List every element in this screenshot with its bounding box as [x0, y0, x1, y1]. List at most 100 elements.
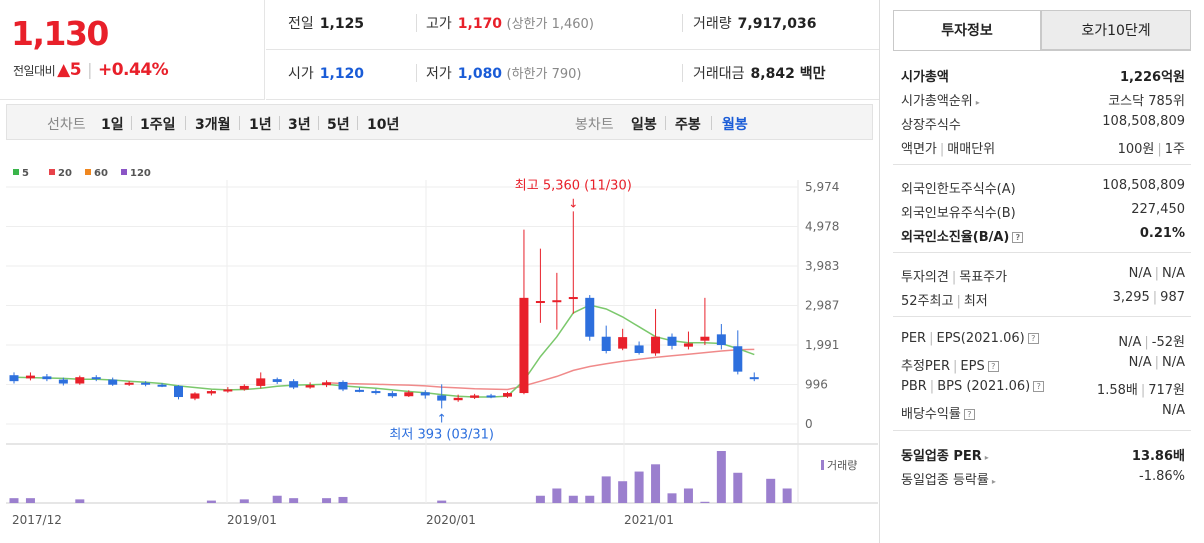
help-icon: ?	[1033, 381, 1045, 392]
candle-body	[601, 336, 611, 352]
candle-body	[206, 391, 216, 394]
candle-body	[371, 391, 381, 394]
candle-body	[404, 392, 414, 397]
candle-body	[651, 336, 661, 354]
chevron-right-icon: ▸	[984, 453, 989, 462]
candle-body	[749, 377, 759, 380]
volume-bar	[733, 472, 743, 503]
candle-body	[338, 381, 348, 390]
volume-bar	[9, 498, 19, 503]
volume-bar	[601, 476, 611, 503]
candle-body	[387, 393, 397, 397]
candle-body	[683, 343, 693, 347]
legend-swatch	[13, 169, 19, 175]
chevron-right-icon: ▸	[975, 98, 980, 107]
volume-bar	[338, 496, 348, 503]
min-annotation: 최저 393 (03/31)	[389, 427, 494, 442]
volume-bar	[289, 498, 299, 503]
candle-body	[453, 397, 463, 401]
candle-body	[552, 300, 562, 303]
volume-bar	[782, 488, 792, 503]
tab-3m[interactable]: 3개월	[195, 117, 231, 133]
candle-body	[322, 382, 332, 386]
candle-body	[618, 337, 628, 349]
chevron-right-icon: ▸	[991, 477, 996, 486]
candle-body	[470, 395, 480, 398]
volume-bar	[634, 471, 644, 503]
tab-5y[interactable]: 5년	[327, 117, 350, 133]
candle-body	[305, 385, 315, 388]
candle-body	[190, 393, 200, 399]
line-chart-label: 선차트	[47, 117, 86, 133]
candle-body	[519, 297, 529, 394]
candle-body	[503, 393, 512, 397]
candle-body	[420, 392, 430, 396]
ma5-line	[13, 304, 755, 398]
candle-body	[700, 336, 710, 341]
candle-body	[91, 377, 101, 380]
candle-body	[174, 385, 183, 398]
legend-swatch	[121, 169, 127, 175]
candle-body	[667, 336, 677, 346]
y-tick-label: 5,974	[805, 180, 839, 194]
candle-body	[585, 297, 595, 337]
prev-close: 전일 1,125	[288, 16, 365, 32]
legend-label: 20	[58, 168, 72, 179]
legend-swatch	[49, 169, 55, 175]
help-icon: ?	[963, 409, 975, 420]
volume-bar	[239, 499, 249, 503]
max-arrow-icon: ↓	[568, 196, 578, 210]
x-tick-label: 2019/01	[227, 513, 277, 527]
volume-bar	[272, 495, 282, 503]
candle-chart-label: 봉차트	[575, 117, 614, 133]
y-tick-label: 996	[805, 378, 828, 392]
low-price: 저가 1,080 (하한가 790)	[426, 66, 582, 82]
candle-body	[634, 345, 644, 353]
max-annotation: 최고 5,360 (11/30)	[515, 178, 632, 193]
candle-body	[437, 395, 447, 401]
stock-chart: 5,974 4,978 3,983 2,987 1,991 996 0 2017/12 2019…	[6, 168, 878, 527]
candle-body	[141, 382, 151, 385]
y-tick-label: 2,987	[805, 299, 839, 313]
tab-monthly[interactable]: 월봉	[722, 117, 748, 133]
candle-body	[25, 375, 35, 379]
candle-body	[108, 379, 118, 385]
investment-info-panel: 투자정보 호가10단계 시가총액 1,226억원 시가총액순위 ▸ 코스닥 785위 …	[879, 0, 1204, 543]
y-tick-label: 4,978	[805, 220, 839, 234]
volume-bar	[206, 500, 216, 503]
tab-orderbook[interactable]: 호가10단계	[1041, 10, 1191, 50]
candle-body	[42, 376, 52, 380]
volume-bar	[437, 500, 447, 503]
legend-label: 5	[22, 168, 29, 179]
volume-bar	[716, 451, 726, 503]
chart-panel: 1,130 전일대비 ▲5 | +0.44% 전일 1,125 고가 1,170 (상한가…	[0, 0, 879, 527]
volume-bar	[667, 493, 677, 503]
candle-body	[486, 395, 496, 398]
trade-amount: 거래대금 8,842 백만	[693, 66, 826, 82]
candle-body	[716, 334, 726, 346]
tab-10y[interactable]: 10년	[367, 117, 400, 133]
ma20-line	[326, 348, 755, 391]
candle-body	[157, 384, 167, 387]
tab-weekly[interactable]: 주봉	[675, 117, 701, 133]
help-icon: ?	[987, 361, 999, 372]
tab-investment-info[interactable]: 투자정보	[893, 10, 1041, 50]
volume: 거래량 7,917,036	[693, 16, 817, 32]
tab-3y[interactable]: 3년	[288, 117, 311, 133]
tab-daily[interactable]: 일봉	[631, 117, 657, 133]
x-tick-label: 2021/01	[624, 513, 674, 527]
volume-bar	[766, 478, 776, 503]
volume-bar	[651, 464, 661, 503]
candle-body	[289, 381, 299, 388]
price-stats: 전일 1,125 고가 1,170 (상한가 1,460) 거래량 7,917,036…	[266, 0, 879, 100]
price-change: 전일대비 ▲5 | +0.44%	[13, 60, 169, 80]
tab-1y[interactable]: 1년	[249, 117, 272, 133]
volume-bar	[75, 499, 85, 503]
tab-1d[interactable]: 1일	[101, 117, 124, 133]
help-icon: ?	[1027, 333, 1039, 344]
tab-1w[interactable]: 1주일	[140, 117, 176, 133]
change-percent: +0.44%	[97, 60, 169, 80]
open-price: 시가 1,120	[288, 66, 365, 82]
volume-bar	[25, 498, 35, 503]
candle-body	[75, 377, 85, 384]
